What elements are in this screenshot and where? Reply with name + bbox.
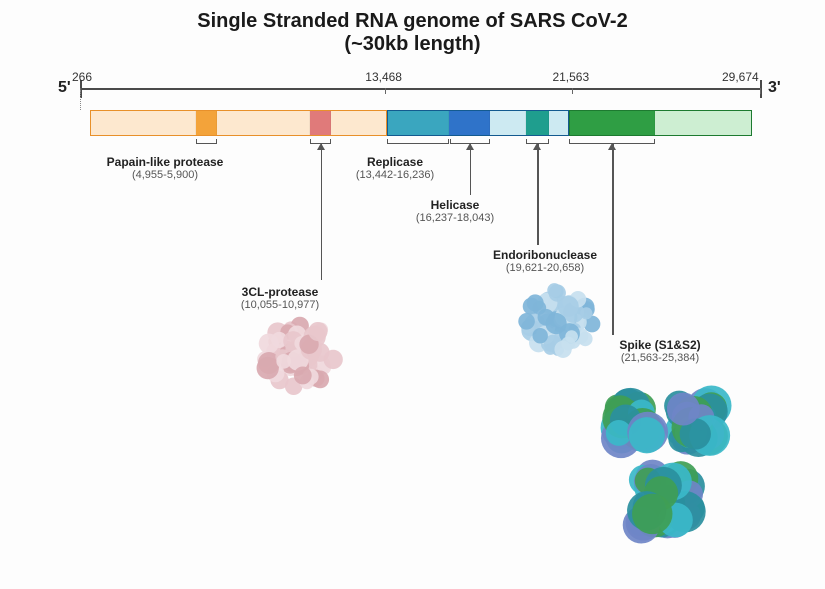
annotation-range: (10,055-10,977)	[210, 299, 350, 311]
tick-mark	[760, 88, 761, 94]
arrow-head	[466, 143, 474, 150]
protein-blob	[581, 364, 749, 546]
tick-label: 21,563	[552, 70, 589, 84]
annotation-helicase: Helicase(16,237-18,043)	[385, 198, 525, 224]
arrow-line	[612, 144, 614, 335]
annotation-range: (13,442-16,236)	[325, 169, 465, 181]
genome-segment	[331, 110, 387, 136]
annotation-name: Helicase	[385, 198, 525, 212]
title-line2: (~30kb length)	[0, 33, 825, 56]
protein-blob	[252, 311, 348, 399]
title-block: Single Stranded RNA genome of SARS CoV-2…	[0, 0, 825, 56]
annotation-name: Endoribonuclease	[475, 248, 615, 262]
genome-segment	[526, 110, 549, 136]
annotation-range: (4,955-5,900)	[95, 169, 235, 181]
annotation-name: Spike (S1&S2)	[590, 338, 730, 352]
annotation-range: (21,563-25,384)	[590, 352, 730, 364]
arrow-line	[321, 144, 323, 280]
arrow-head	[317, 143, 325, 150]
tick-mark	[385, 88, 386, 94]
annotation-name: 3CL-protease	[210, 285, 350, 299]
annotation-range: (19,621-20,658)	[475, 262, 615, 274]
genome-segment	[90, 110, 196, 136]
genome-segment	[569, 110, 655, 136]
annotation-replicase: Replicase(13,442-16,236)	[325, 155, 465, 181]
axis-3prime: 3'	[768, 79, 781, 97]
annotation-papain: Papain-like protease(4,955-5,900)	[95, 155, 235, 181]
bracket	[196, 139, 217, 144]
genome-segment	[549, 110, 569, 136]
tick-label: 13,468	[365, 70, 402, 84]
genome-segment	[217, 110, 311, 136]
arrow-head	[533, 143, 541, 150]
bracket	[387, 139, 450, 144]
arrow-line	[470, 144, 472, 195]
annotation-range: (16,237-18,043)	[385, 212, 525, 224]
tick-label: 266	[72, 70, 92, 84]
annotation-name: Replicase	[325, 155, 465, 169]
title-line1: Single Stranded RNA genome of SARS CoV-2	[0, 10, 825, 33]
axis-5prime: 5'	[58, 79, 71, 97]
axis-line	[80, 88, 760, 90]
tick-label: 29,674	[722, 70, 759, 84]
annotation-endo: Endoribonuclease(19,621-20,658)	[475, 248, 615, 274]
annotation-name: Papain-like protease	[95, 155, 235, 169]
arrow-head	[608, 143, 616, 150]
genome-segment	[449, 110, 490, 136]
annotation-spike: Spike (S1&S2)(21,563-25,384)	[590, 338, 730, 364]
annotation-cl3: 3CL-protease(10,055-10,977)	[210, 285, 350, 311]
genome-bar	[90, 110, 752, 136]
dotted-leader	[80, 90, 81, 110]
genome-segment	[196, 110, 217, 136]
genome-segment	[310, 110, 331, 136]
arrow-line	[537, 144, 539, 245]
genome-segment	[655, 110, 752, 136]
genome-segment	[490, 110, 526, 136]
tick-mark	[572, 88, 573, 94]
genome-segment	[387, 110, 449, 136]
